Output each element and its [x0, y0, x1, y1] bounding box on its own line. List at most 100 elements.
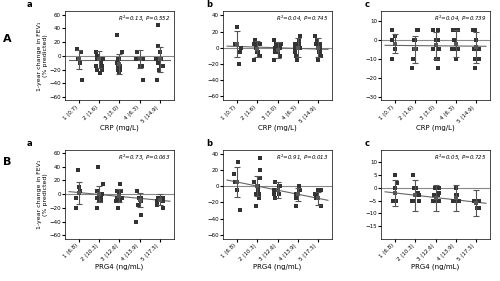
- Point: [156, 50, 164, 55]
- Point: [74, 168, 82, 173]
- Point: [96, 57, 104, 62]
- Point: [256, 54, 264, 58]
- Point: [469, 28, 477, 33]
- Point: [74, 57, 82, 62]
- Point: [314, 46, 322, 50]
- Point: [116, 64, 124, 68]
- Text: $R^2$=0.04, $P$=0.745: $R^2$=0.04, $P$=0.745: [276, 14, 328, 24]
- Point: [292, 192, 300, 196]
- Point: [276, 54, 283, 58]
- Point: [451, 37, 459, 42]
- Point: [256, 168, 264, 172]
- Point: [453, 198, 461, 203]
- Point: [294, 46, 302, 50]
- Point: [475, 47, 483, 51]
- Point: [391, 173, 399, 177]
- Point: [114, 64, 122, 68]
- Point: [389, 198, 397, 203]
- Point: [409, 173, 417, 177]
- Text: b: b: [206, 139, 212, 148]
- Point: [254, 188, 262, 192]
- Point: [408, 66, 416, 71]
- Point: [236, 208, 244, 213]
- Point: [414, 28, 422, 33]
- Point: [474, 47, 482, 51]
- Point: [94, 195, 102, 200]
- Point: [413, 28, 421, 33]
- Point: [251, 37, 259, 42]
- Y-axis label: 1-year change in FEV₁
(% predicted): 1-year change in FEV₁ (% predicted): [37, 160, 48, 229]
- Point: [78, 78, 86, 82]
- Point: [414, 198, 422, 203]
- Point: [454, 47, 462, 51]
- Point: [313, 192, 321, 196]
- Point: [274, 184, 282, 188]
- Point: [274, 188, 282, 192]
- Point: [77, 50, 85, 55]
- Point: [295, 188, 303, 192]
- Point: [254, 184, 262, 188]
- Point: [434, 47, 442, 51]
- Point: [434, 56, 442, 61]
- Point: [270, 58, 278, 62]
- Point: [412, 47, 420, 51]
- Point: [451, 37, 459, 42]
- Point: [315, 49, 323, 54]
- Point: [472, 45, 480, 49]
- Point: [432, 37, 440, 42]
- Point: [233, 180, 241, 184]
- Point: [233, 42, 241, 46]
- Point: [316, 49, 324, 54]
- Point: [394, 180, 402, 185]
- Point: [435, 185, 443, 190]
- Point: [291, 42, 299, 46]
- Text: $R^2$=0.05, $P$=0.725: $R^2$=0.05, $P$=0.725: [434, 152, 486, 163]
- Point: [96, 71, 104, 75]
- Point: [452, 41, 460, 46]
- Point: [134, 189, 141, 193]
- Point: [410, 56, 418, 61]
- Point: [388, 28, 396, 33]
- Point: [113, 195, 121, 200]
- Point: [158, 206, 166, 210]
- Point: [315, 188, 323, 192]
- Point: [75, 185, 83, 190]
- Point: [137, 199, 145, 203]
- Point: [254, 184, 262, 188]
- Point: [250, 180, 258, 184]
- Point: [256, 42, 264, 46]
- Point: [432, 196, 440, 200]
- Point: [72, 206, 80, 210]
- Point: [136, 195, 144, 200]
- Point: [132, 50, 140, 55]
- Point: [434, 193, 442, 198]
- Point: [316, 188, 324, 192]
- Point: [296, 184, 304, 188]
- Y-axis label: 1-year change in FEV₁
(% predicted): 1-year change in FEV₁ (% predicted): [37, 21, 48, 90]
- Point: [316, 42, 324, 46]
- Point: [314, 188, 322, 192]
- Point: [116, 199, 124, 203]
- Point: [392, 34, 400, 38]
- Point: [450, 47, 458, 51]
- Point: [159, 195, 167, 200]
- Point: [97, 60, 105, 65]
- Point: [116, 67, 124, 72]
- Point: [114, 192, 122, 196]
- Point: [314, 46, 322, 50]
- Point: [414, 193, 422, 198]
- Point: [272, 49, 280, 54]
- Point: [430, 185, 438, 190]
- Point: [136, 195, 144, 200]
- Point: [274, 188, 282, 192]
- Point: [157, 195, 165, 200]
- Point: [271, 46, 279, 50]
- Point: [450, 37, 458, 42]
- Point: [314, 196, 322, 201]
- Point: [135, 195, 143, 200]
- Point: [295, 188, 303, 192]
- Point: [434, 37, 442, 42]
- Point: [474, 206, 482, 210]
- Point: [472, 37, 480, 42]
- Point: [474, 198, 482, 203]
